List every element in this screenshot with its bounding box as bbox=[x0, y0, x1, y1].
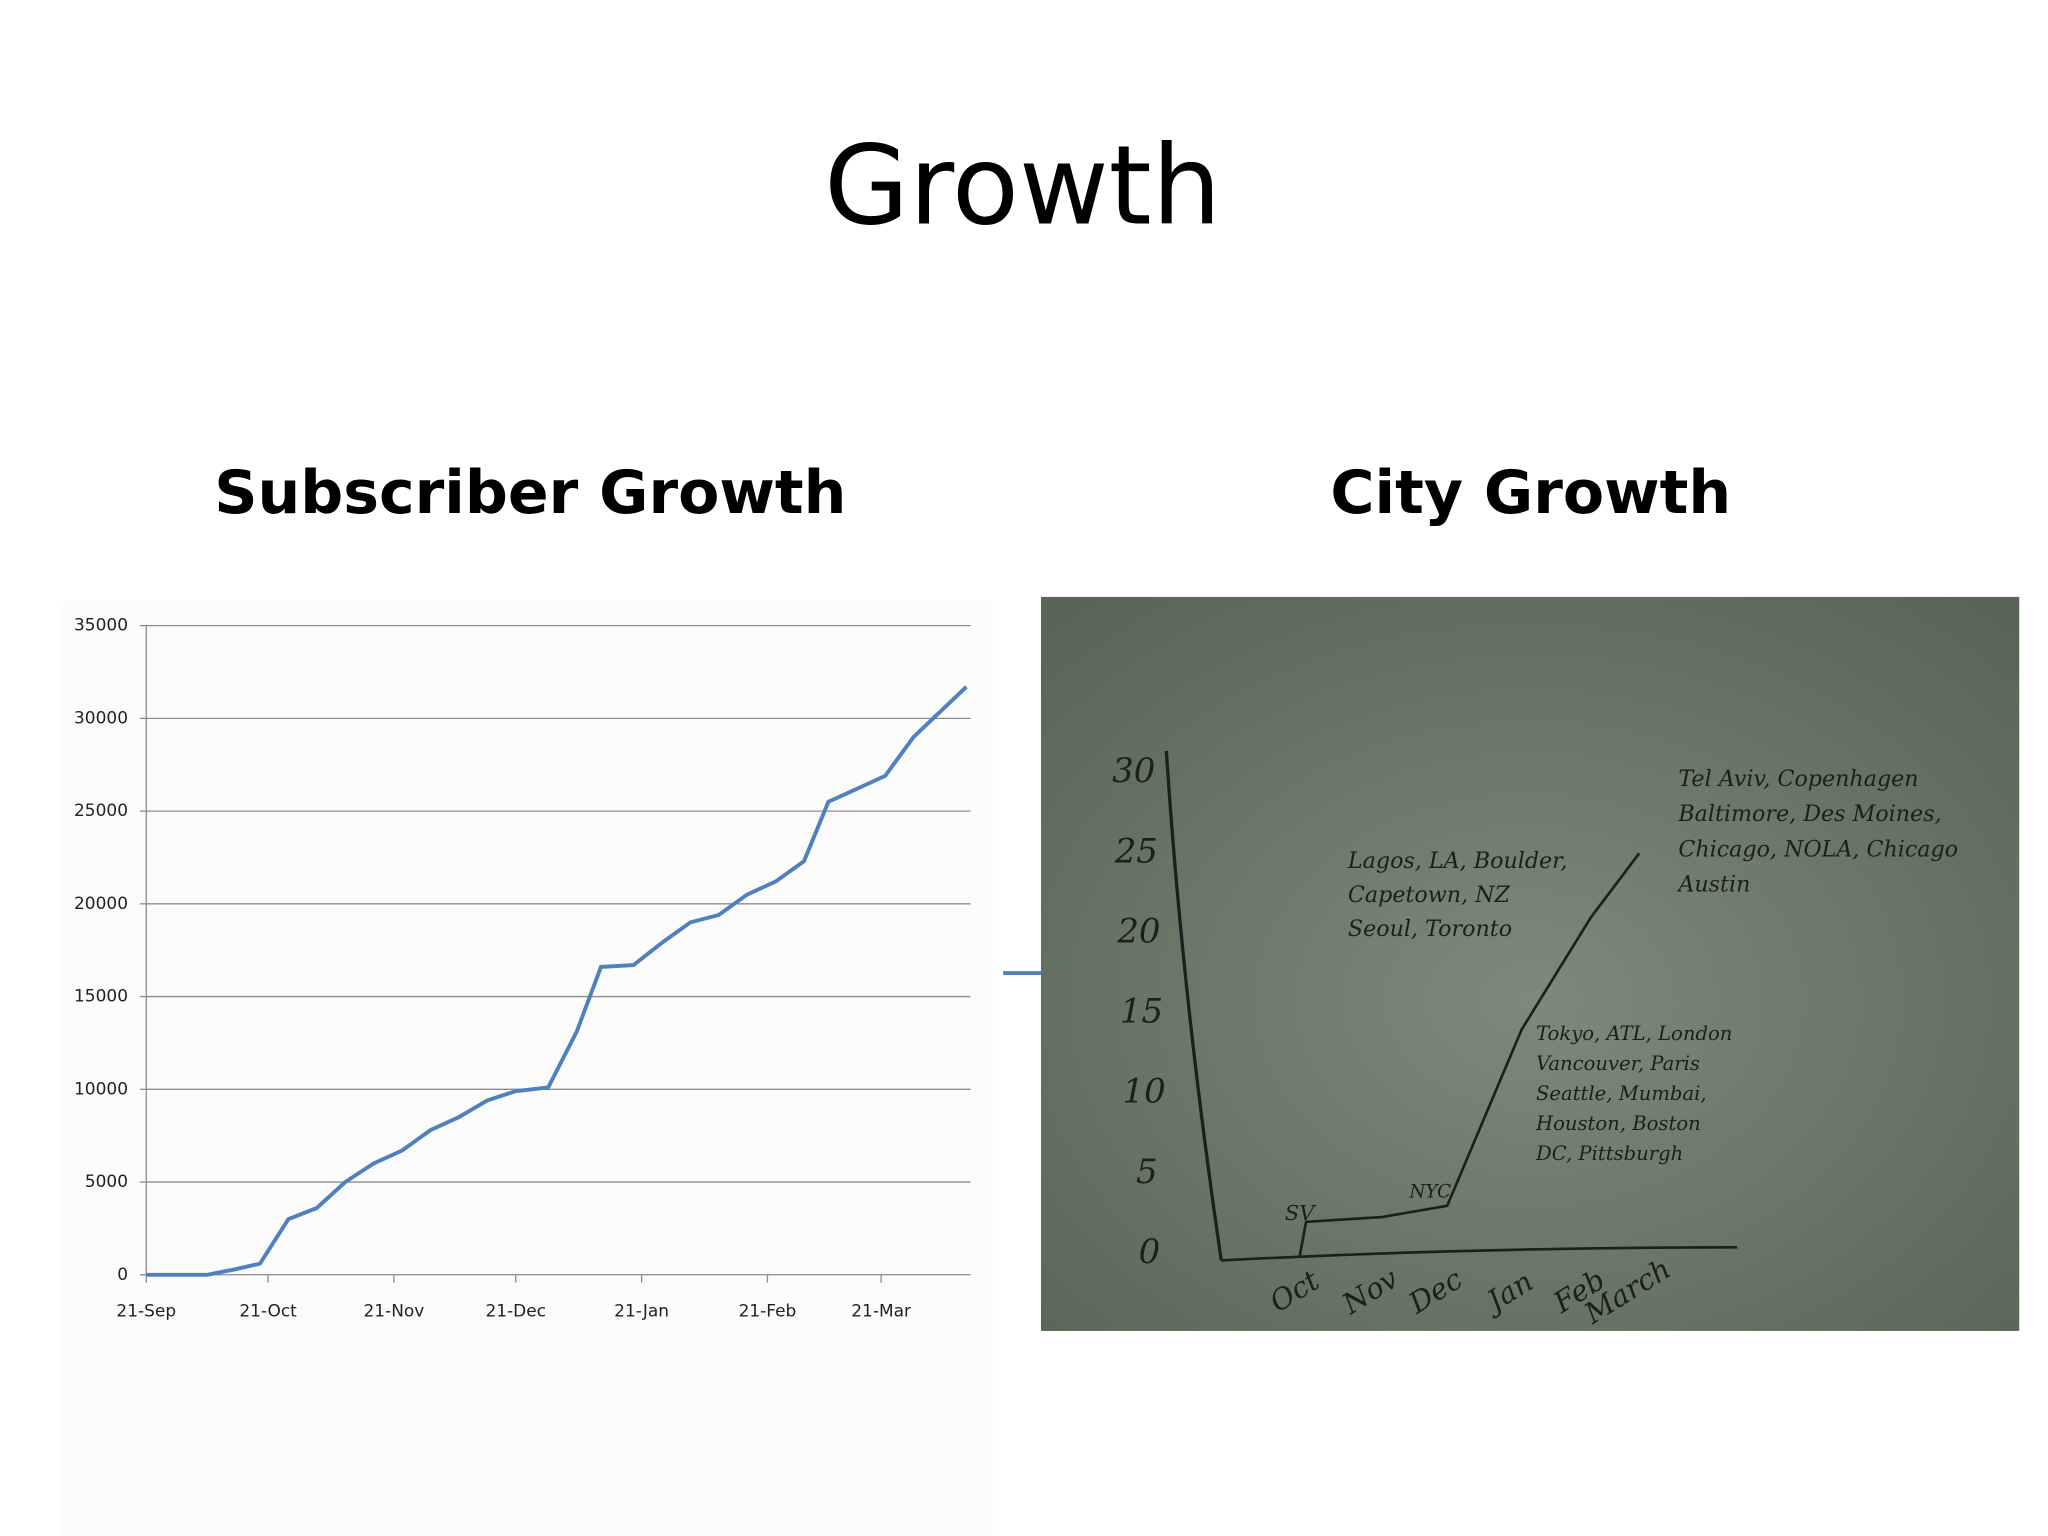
y-tick-label: 15000 bbox=[74, 987, 128, 1007]
y-tick-label: 0 bbox=[1139, 1232, 1161, 1272]
annotation: Capetown, NZ bbox=[1348, 882, 1511, 908]
x-tick-label: 21-Mar bbox=[851, 1301, 911, 1321]
y-tick-label: 20000 bbox=[74, 894, 128, 914]
y-tick-label: 5 bbox=[1136, 1152, 1158, 1192]
y-tick-label: 25000 bbox=[74, 801, 128, 821]
chart-title: City Growth bbox=[1330, 458, 1731, 528]
annotation: Chicago, NOLA, Chicago bbox=[1678, 836, 1958, 862]
slide-title: Growth bbox=[824, 122, 1221, 250]
x-tick-label: 21-Feb bbox=[739, 1301, 797, 1321]
y-tick-label: 10 bbox=[1123, 1072, 1166, 1112]
x-tick-label: 21-Oct bbox=[239, 1301, 297, 1321]
subscriber-chart: 0 5000 10000 15000 20000 25000 30000 35000 21-Se… bbox=[74, 616, 971, 1321]
x-axis bbox=[1221, 1246, 1738, 1262]
annotation: Austin bbox=[1676, 872, 1750, 898]
annotation: Vancouver, Paris bbox=[1536, 1052, 1700, 1075]
y-tick-label: 10000 bbox=[74, 1079, 128, 1099]
annotation: Seoul, Toronto bbox=[1348, 916, 1512, 942]
y-tick-label: 15 bbox=[1120, 992, 1163, 1032]
annotation: DC, Pittsburgh bbox=[1535, 1142, 1683, 1165]
y-axis bbox=[1164, 750, 1223, 1261]
photo bbox=[1040, 596, 2020, 1331]
y-tick-label: 0 bbox=[117, 1265, 128, 1285]
annotation: NYC bbox=[1408, 1181, 1451, 1202]
y-tick-label: 30000 bbox=[74, 708, 128, 728]
x-tick-label: 21-Jan bbox=[614, 1301, 669, 1321]
annotation: Tel Aviv, Copenhagen bbox=[1678, 766, 1918, 792]
x-tick-label: 21-Dec bbox=[485, 1301, 546, 1321]
y-tick-label: 25 bbox=[1114, 831, 1158, 871]
annotation: SV bbox=[1285, 1201, 1316, 1225]
annotation: Houston, Boston bbox=[1535, 1112, 1701, 1135]
annotation: Tokyo, ATL, London bbox=[1536, 1022, 1732, 1045]
chart-title: Subscriber Growth bbox=[214, 458, 846, 528]
annotation: Lagos, LA, Boulder, bbox=[1347, 848, 1567, 874]
y-tick-label: 35000 bbox=[74, 616, 128, 636]
line-series bbox=[1298, 852, 1641, 1257]
y-tick-label: 20 bbox=[1116, 911, 1160, 951]
y-tick-label: 30 bbox=[1112, 751, 1155, 791]
line-series bbox=[146, 685, 968, 1277]
chart-background bbox=[62, 600, 993, 1536]
y-tick-label: 5000 bbox=[85, 1172, 128, 1192]
annotation: Seattle, Mumbai, bbox=[1536, 1082, 1707, 1105]
annotation: Baltimore, Des Moines, bbox=[1677, 801, 1941, 827]
x-tick-label: 21-Sep bbox=[116, 1301, 176, 1321]
x-tick-label: 21-Nov bbox=[364, 1301, 425, 1321]
